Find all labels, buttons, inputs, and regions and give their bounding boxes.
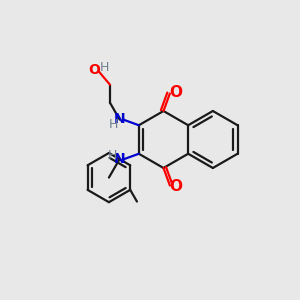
Text: H: H bbox=[109, 118, 118, 130]
Text: O: O bbox=[169, 85, 182, 100]
Text: N: N bbox=[114, 112, 125, 126]
Text: H: H bbox=[108, 149, 118, 162]
Text: H: H bbox=[100, 61, 109, 74]
Text: N: N bbox=[114, 152, 125, 166]
Text: O: O bbox=[169, 179, 182, 194]
Text: O: O bbox=[88, 63, 100, 77]
